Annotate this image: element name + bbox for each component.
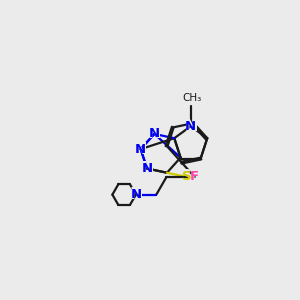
- Text: F: F: [190, 170, 199, 184]
- Text: S: S: [182, 170, 192, 184]
- Text: F: F: [189, 169, 200, 184]
- Text: N: N: [141, 162, 153, 175]
- Text: S: S: [181, 169, 193, 184]
- Text: N: N: [149, 128, 160, 140]
- Text: CH₃: CH₃: [182, 93, 202, 103]
- Text: N: N: [184, 119, 197, 134]
- Text: N: N: [140, 161, 154, 176]
- Text: N: N: [148, 127, 161, 142]
- Text: N: N: [185, 120, 196, 133]
- Text: N: N: [130, 188, 142, 201]
- Text: N: N: [134, 142, 147, 157]
- Text: N: N: [135, 142, 146, 156]
- Text: N: N: [129, 187, 143, 202]
